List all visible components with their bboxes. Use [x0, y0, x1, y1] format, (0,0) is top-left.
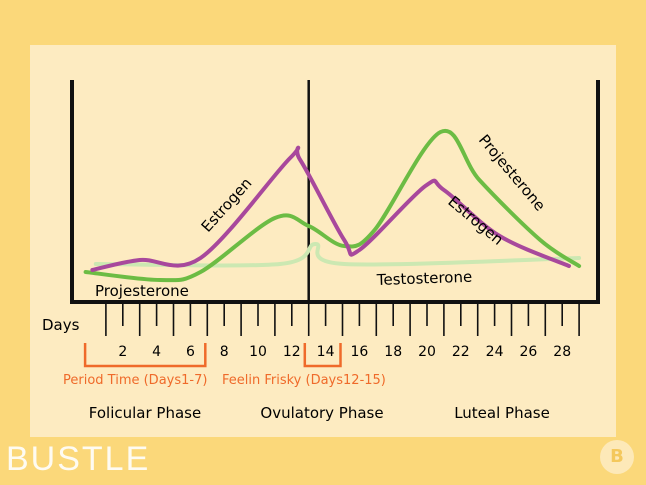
x-tick-label: 2	[118, 344, 127, 360]
x-tick-label: 6	[186, 344, 195, 360]
plot-frame	[70, 80, 600, 304]
x-tick-label: 28	[553, 344, 571, 360]
bracket-label-frisky: Feelin Frisky (Days12-15)	[222, 373, 386, 388]
x-tick-label: 20	[418, 344, 436, 360]
phase-follicular: Folicular Phase	[89, 404, 201, 422]
phase-ovulatory: Ovulatory Phase	[260, 404, 383, 422]
x-tick-label: 18	[384, 344, 402, 360]
bustle-badge: B	[600, 440, 634, 474]
x-tick-label: 8	[220, 344, 229, 360]
bracket	[303, 343, 342, 368]
estrogen-label-1: Estrogen	[198, 174, 256, 235]
x-tick-label: 16	[350, 344, 368, 360]
projesterone-label-2: Projesterone	[475, 131, 549, 214]
series-line-testosterone	[93, 241, 582, 268]
x-tick-label: 12	[283, 344, 301, 360]
phase-luteal: Luteal Phase	[454, 404, 550, 422]
testosterone-label: Testosterone	[376, 268, 473, 289]
x-tick-label: 26	[519, 344, 537, 360]
chart-panel	[30, 45, 616, 437]
x-tick-label: 4	[152, 344, 161, 360]
x-axis-label: Days	[42, 316, 80, 334]
x-tick-label: 22	[452, 344, 470, 360]
x-tick-label: 10	[249, 344, 267, 360]
x-tick-label: 14	[317, 344, 335, 360]
bracket-label-period: Period Time (Days1-7)	[63, 373, 207, 388]
projesterone-label-1: Projesterone	[95, 282, 189, 300]
bracket	[83, 343, 207, 368]
x-tick-label: 24	[486, 344, 504, 360]
bustle-logo: BUSTLE	[6, 440, 151, 478]
series-line-estrogen	[90, 145, 571, 272]
